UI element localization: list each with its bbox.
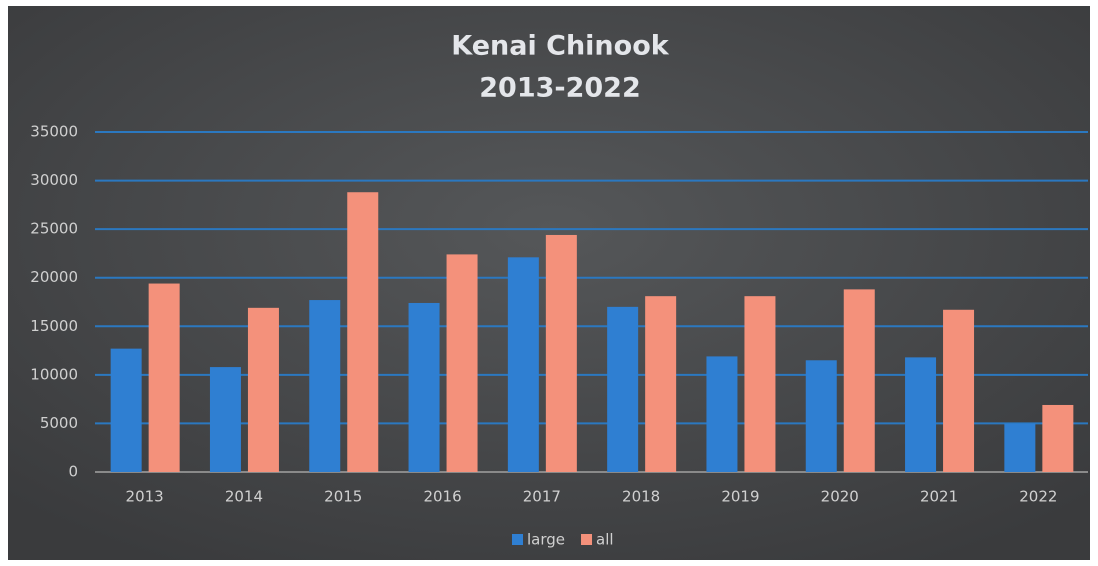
y-tick-label: 35000: [30, 123, 78, 141]
bar: [645, 296, 677, 472]
bar: [905, 357, 937, 472]
y-tick-label: 30000: [30, 171, 78, 189]
x-tick-label: 2018: [622, 488, 660, 506]
chart-subtitle: 2013-2022: [479, 73, 641, 104]
chart-title: Kenai Chinook: [451, 31, 669, 62]
legend-swatch: [512, 534, 523, 545]
y-tick-label: 0: [68, 463, 78, 481]
bar: [209, 367, 241, 472]
x-tick-label: 2015: [324, 488, 362, 506]
bar: [309, 300, 341, 472]
bar: [607, 306, 639, 472]
x-tick-label: 2017: [523, 488, 561, 506]
legend-swatch: [581, 534, 593, 545]
y-tick-label: 15000: [30, 317, 78, 335]
legend-label: large: [527, 531, 565, 549]
legend-label: all: [596, 531, 614, 549]
x-tick-label: 2019: [721, 488, 759, 506]
bar: [507, 257, 539, 472]
bar: [805, 360, 837, 472]
bar: [408, 302, 440, 472]
y-tick-label: 25000: [30, 220, 78, 238]
bar: [706, 356, 738, 472]
x-tick-label: 2021: [920, 488, 958, 506]
x-tick-label: 2022: [1019, 488, 1057, 506]
bar: [148, 283, 180, 472]
bar: [347, 192, 379, 472]
x-tick-label: 2013: [126, 488, 164, 506]
bar: [247, 307, 279, 472]
x-tick-label: 2014: [225, 488, 263, 506]
bar: [545, 234, 577, 472]
bar: [843, 289, 875, 472]
bar: [1004, 423, 1036, 472]
bar: [110, 348, 142, 472]
bar: [943, 309, 975, 472]
x-tick-label: 2016: [423, 488, 461, 506]
y-tick-label: 20000: [30, 268, 78, 286]
y-tick-label: 5000: [40, 414, 78, 432]
bar: [1042, 404, 1074, 472]
bar: [446, 254, 478, 472]
x-tick-label: 2020: [821, 488, 859, 506]
bar: [744, 296, 776, 472]
y-tick-label: 10000: [30, 365, 78, 383]
